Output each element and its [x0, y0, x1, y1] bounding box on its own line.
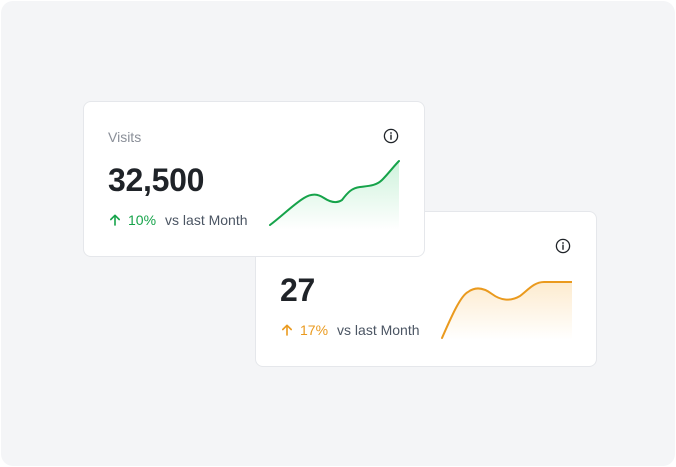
metric-value: 27	[280, 272, 315, 308]
sparkline-line	[269, 160, 400, 226]
trend-context: vs last Month	[165, 212, 248, 228]
metric-card-visits: Visits 32,500 10% vs last Month	[83, 101, 425, 257]
trend-row: 10% vs last Month	[108, 212, 248, 228]
sparkline-chart	[268, 158, 400, 230]
trend-percentage: 17%	[300, 322, 329, 338]
info-icon[interactable]	[555, 238, 571, 254]
arrow-up-icon	[108, 213, 122, 227]
sparkline-chart	[440, 268, 572, 340]
sparkline-area	[270, 161, 399, 230]
metric-card-secondary: 27 17% vs last Month	[255, 211, 597, 367]
sparkline-area	[442, 282, 572, 340]
arrow-up-icon	[280, 323, 294, 337]
trend-percentage: 10%	[128, 212, 157, 228]
sparkline-line	[441, 281, 572, 339]
trend-row: 17% vs last Month	[280, 322, 420, 338]
trend-context: vs last Month	[337, 322, 420, 338]
info-icon[interactable]	[383, 128, 399, 144]
metric-value: 32,500	[108, 162, 205, 198]
card-title: Visits	[108, 129, 142, 145]
